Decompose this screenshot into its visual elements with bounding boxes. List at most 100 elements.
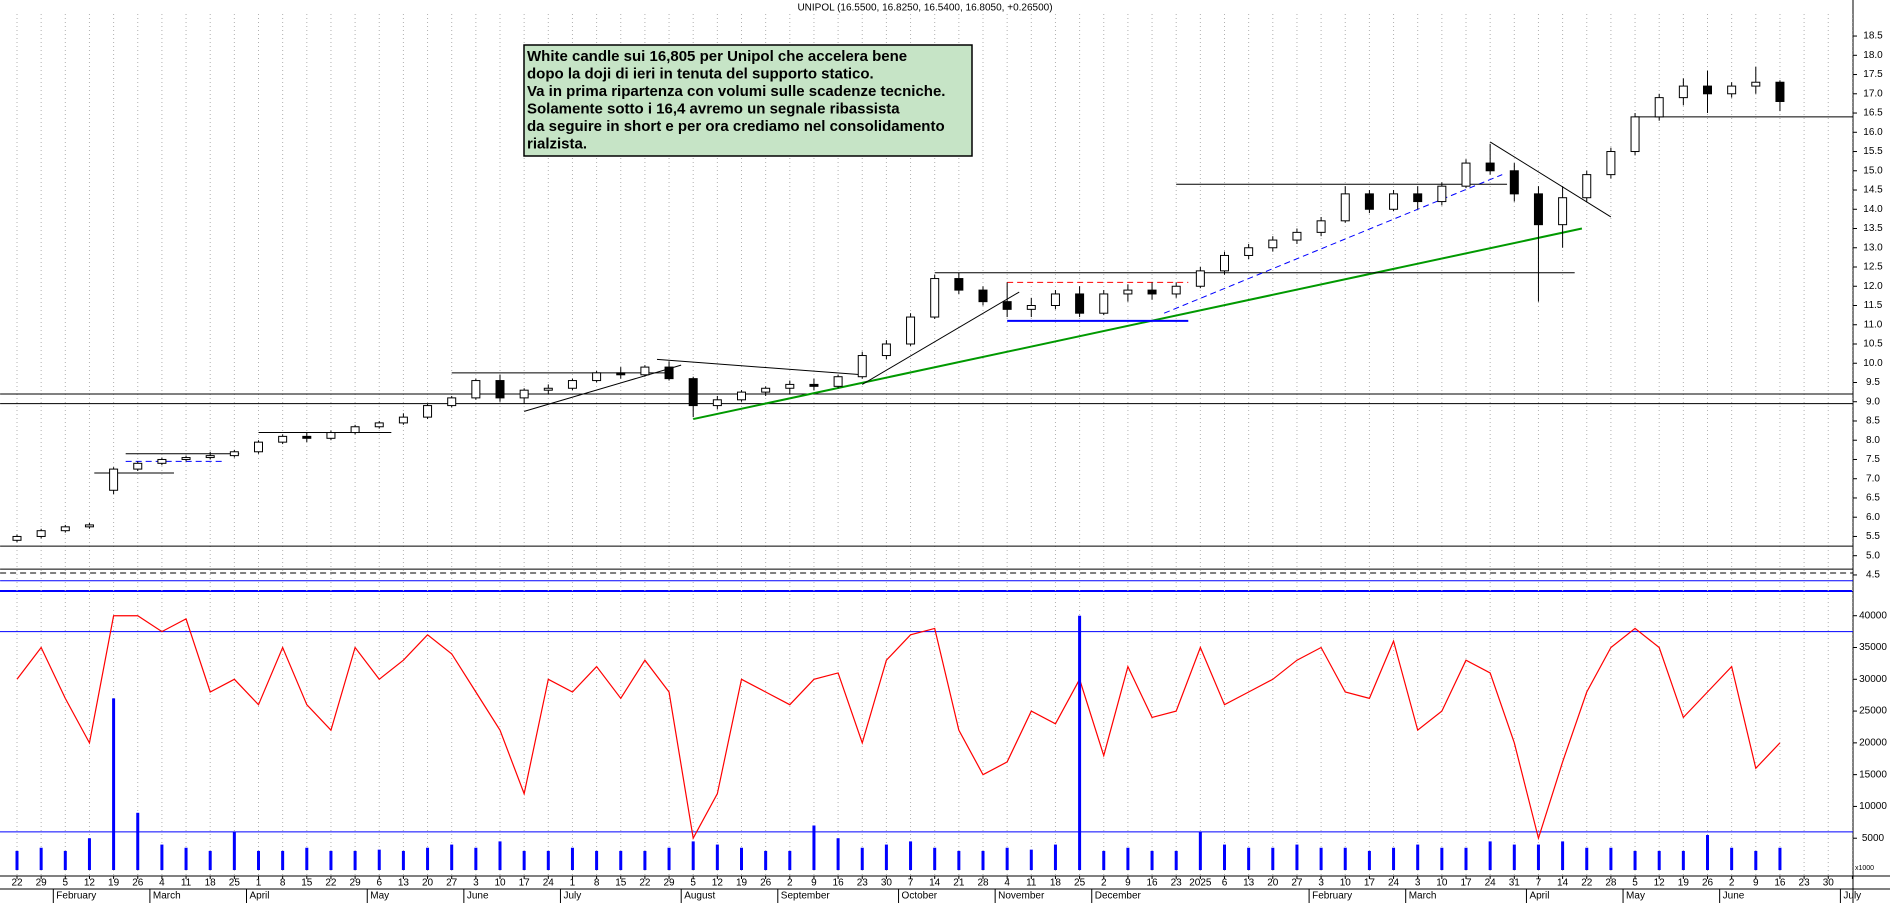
volume-bar — [1102, 850, 1106, 870]
trend-line — [692, 227, 1583, 421]
candle-body — [374, 422, 384, 428]
x-tick-label: 26 — [132, 878, 144, 889]
y-tick-label: 5.5 — [1866, 531, 1880, 542]
y-tick-label: 7.5 — [1866, 454, 1880, 465]
annotation-text: Va in prima ripartenza con volumi sulle … — [527, 83, 945, 100]
volume-bar — [1367, 850, 1371, 870]
x-tick-label: 10 — [1340, 878, 1352, 889]
candle-body — [930, 278, 940, 318]
candle-body — [978, 289, 988, 303]
candle-body — [616, 372, 626, 376]
x-tick-label: 29 — [350, 878, 362, 889]
x-tick-label: 5 — [1632, 878, 1638, 889]
x-tick-label: 22 — [11, 878, 23, 889]
volume-bar — [1778, 847, 1782, 870]
x-tick-label: 16 — [1146, 878, 1158, 889]
candle-body — [1582, 174, 1592, 199]
y-tick-label: 8.5 — [1866, 416, 1880, 427]
candle-body — [229, 451, 239, 457]
candle-body — [157, 458, 167, 464]
volume-bar — [1754, 850, 1758, 870]
candle-body — [1026, 305, 1036, 310]
y-tick-label: 16.0 — [1863, 127, 1883, 138]
x-tick-label: 13 — [398, 878, 410, 889]
volume-bar — [1464, 847, 1468, 870]
volume-bar — [1536, 844, 1540, 870]
volume-bar — [1150, 850, 1154, 870]
candle-body — [1558, 197, 1568, 226]
volume-bar — [1585, 847, 1589, 870]
volume-bar — [208, 850, 212, 870]
x-tick-label: 19 — [1678, 878, 1690, 889]
trend-line — [656, 358, 863, 376]
x-tick-label: 28 — [977, 878, 989, 889]
x-tick-label: 19 — [108, 878, 120, 889]
candle-body — [1340, 193, 1350, 222]
month-label: August — [684, 891, 715, 902]
volume-bar — [1223, 844, 1226, 870]
volume-bar — [981, 850, 985, 870]
x-tick-label: 10 — [494, 878, 506, 889]
candle-body — [1751, 81, 1761, 87]
candle-body — [1364, 193, 1374, 210]
x-tick-label: 10 — [1436, 878, 1448, 889]
volume-bar — [1343, 847, 1347, 870]
candle-body — [785, 383, 795, 389]
candle-body — [133, 462, 143, 470]
volume-bar — [498, 841, 502, 870]
y-tick-label: 16.5 — [1863, 108, 1883, 119]
volume-bar — [764, 850, 768, 870]
y-tick-label: 18.0 — [1863, 50, 1883, 61]
candle-body — [1171, 285, 1181, 295]
x-tick-label: 2 — [1729, 878, 1735, 889]
volume-bar — [1174, 850, 1178, 870]
volume-bar — [184, 847, 188, 870]
x-tick-label: 23 — [857, 878, 869, 889]
volume-bar — [522, 850, 526, 870]
candle-body — [1220, 254, 1229, 272]
volume-bar — [136, 812, 140, 870]
x-tick-label: 17 — [519, 878, 531, 889]
volume-bar — [740, 847, 743, 870]
y-tick-label: 14.5 — [1863, 185, 1883, 196]
candle-body — [1244, 247, 1254, 256]
x-tick-label: 12 — [712, 878, 724, 889]
x-tick-label: 24 — [1485, 878, 1497, 889]
candle-body — [543, 387, 553, 391]
x-tick-label: 20 — [422, 878, 434, 889]
volume-bar — [691, 841, 695, 870]
x-tick-label: 17 — [1460, 878, 1472, 889]
x-tick-label: 3 — [1415, 878, 1421, 889]
month-label: May — [1626, 891, 1645, 902]
annotation-text: Solamente sotto i 16,4 avremo un segnale… — [527, 101, 900, 118]
month-label: May — [370, 891, 389, 902]
x-tick-label: 14 — [1557, 878, 1569, 889]
volume-bar — [1512, 844, 1516, 870]
y-tick-label: 9.0 — [1866, 396, 1880, 407]
candle-body — [567, 380, 577, 389]
x-tick-label: 11 — [181, 878, 192, 889]
candle-body — [1606, 151, 1616, 176]
volume-bar — [160, 844, 164, 870]
volume-bar — [426, 847, 430, 870]
y-tick-label: 25000 — [1859, 706, 1887, 717]
candle-body — [1050, 293, 1060, 307]
y-tick-label: 18.5 — [1863, 31, 1883, 42]
x-tick-label: 21 — [953, 878, 965, 889]
candle-body — [495, 380, 505, 399]
x-tick-label: 23 — [1171, 878, 1183, 889]
volume-bar — [1078, 615, 1082, 870]
candle-body — [954, 278, 964, 291]
volume-bar — [450, 844, 454, 870]
x-tick-label: 20 — [1267, 878, 1279, 889]
x-tick-label: 5 — [63, 878, 69, 889]
volume-bar — [1561, 841, 1565, 870]
y-tick-label: 11.0 — [1864, 319, 1883, 330]
volume-bar — [353, 850, 357, 870]
candle-body — [1703, 85, 1712, 95]
x-tick-label: 5 — [690, 878, 696, 889]
x-tick-label: 14 — [929, 878, 941, 889]
y-tick-label: 11.5 — [1864, 300, 1883, 311]
unit-label: x1000 — [1855, 865, 1874, 872]
